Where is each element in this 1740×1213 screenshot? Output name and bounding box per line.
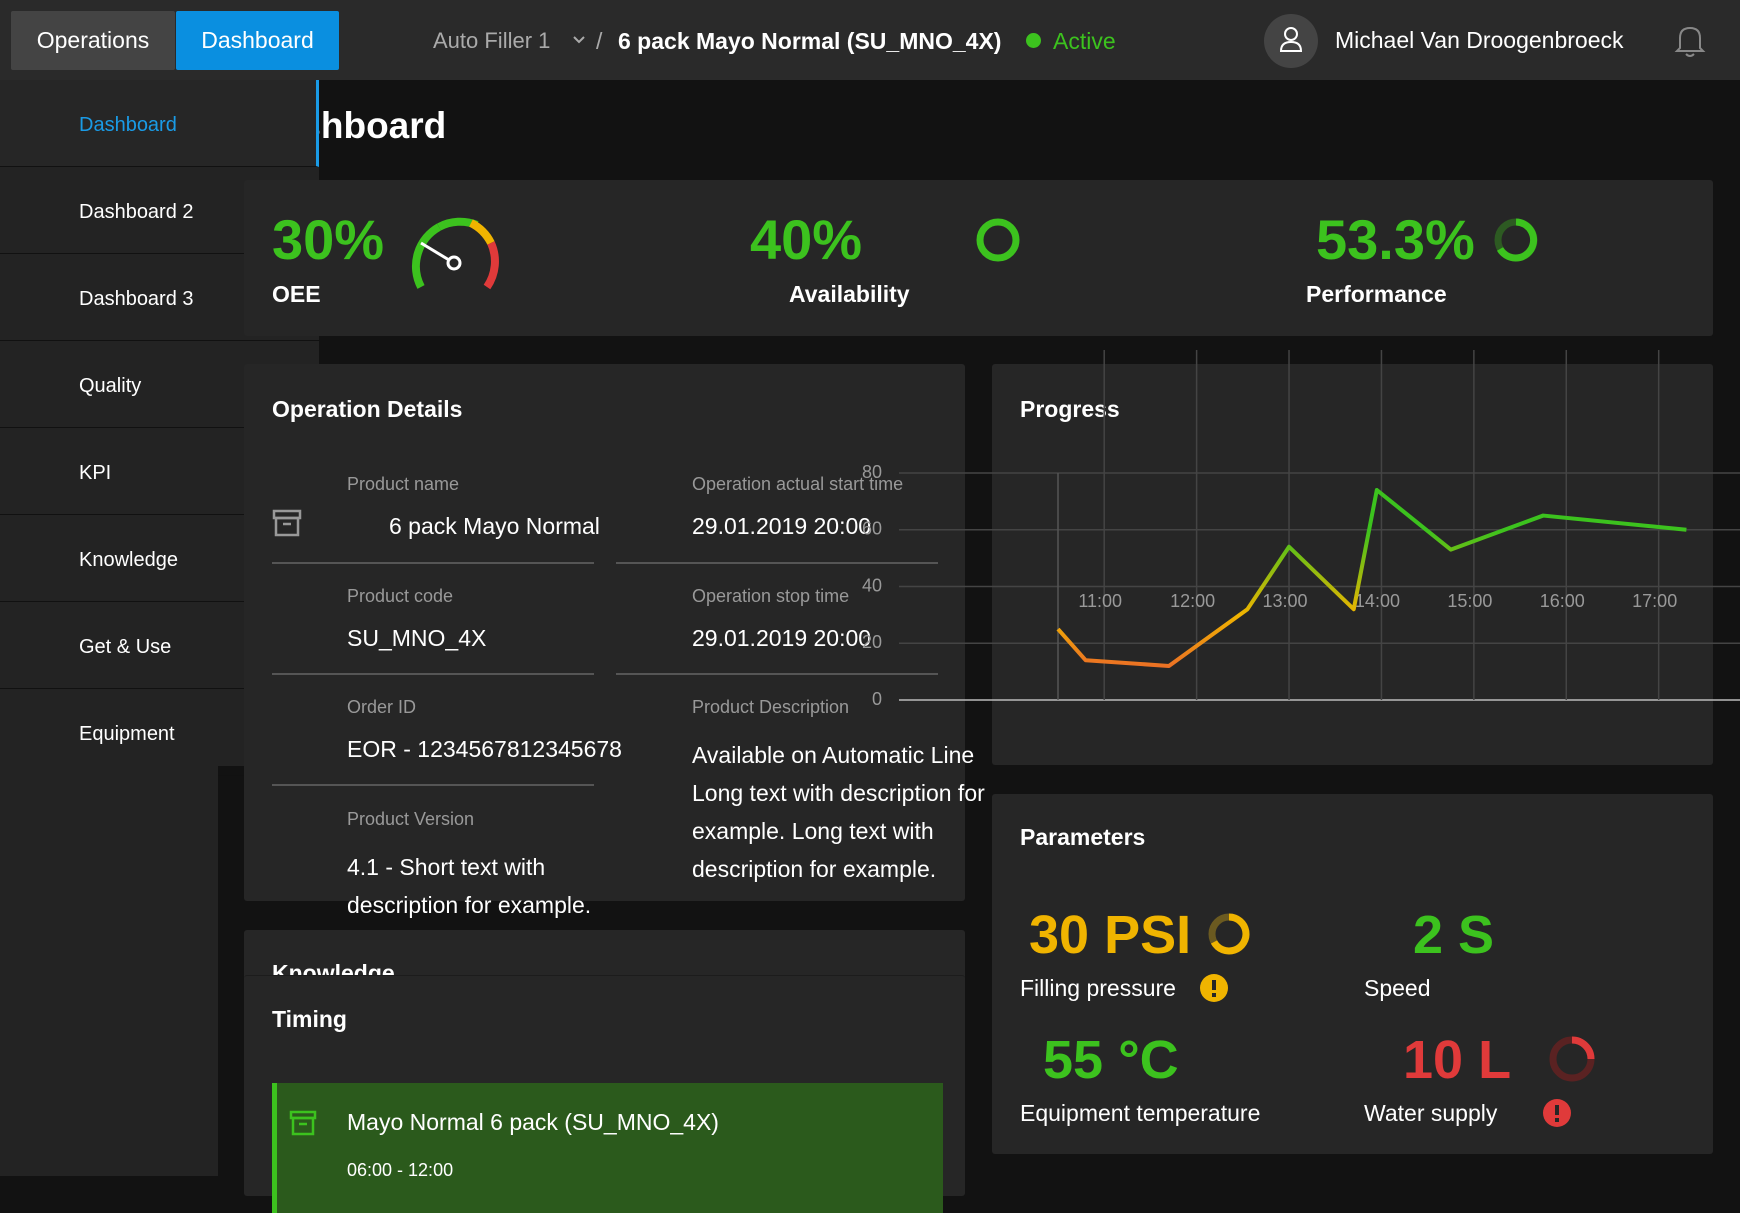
sidebar-item-label: Quality (79, 375, 142, 397)
sidebar-item[interactable]: KPI (0, 428, 319, 515)
sidebar-item[interactable]: Dashboard (0, 80, 319, 167)
kpi-label: Performance (1306, 281, 1447, 308)
sidebar-item-label: Equipment (79, 723, 175, 745)
sidebar-item[interactable]: Dashboard 3 (0, 254, 319, 341)
breadcrumb-operation: 6 pack Mayo Normal (SU_MNO_4X) (618, 28, 1002, 54)
timing-item-time: 06:00 - 12:00 (347, 1160, 454, 1181)
field-underline (616, 562, 938, 564)
sidebar-item-label: KPI (79, 462, 112, 484)
tab-operations[interactable]: Operations (11, 11, 175, 70)
field-label: Order ID (347, 697, 417, 718)
availability-ring (976, 218, 1020, 262)
user-name[interactable]: Michael Van Droogenbroeck (1335, 27, 1624, 53)
error-icon (1543, 1099, 1571, 1127)
sidebar-item[interactable]: Quality (0, 341, 319, 428)
sidebar-item-label: Dashboard (79, 114, 177, 136)
sidebar-item-label: Dashboard 2 (79, 201, 194, 223)
parameter-label: Equipment temperature (1020, 1100, 1261, 1127)
card-title: Timing (272, 1006, 347, 1033)
parameter-label: Filling pressure (1020, 975, 1176, 1002)
field-underline (616, 673, 938, 675)
field-label: Product code (347, 586, 454, 607)
sidebar-item-label: Get & Use (79, 636, 172, 658)
sidebar-item[interactable]: Get & Use (0, 602, 319, 689)
parameter-value: 2 S (1413, 904, 1495, 965)
chevron-icon (573, 36, 585, 44)
timing-card: Timing Mayo Normal 6 pack (SU_MNO_4X) 06:0… (244, 975, 965, 1213)
field-label: Product Version (347, 809, 475, 830)
breadcrumb-machine[interactable]: Auto Filler 1 (433, 28, 551, 53)
timing-item[interactable]: Mayo Normal 6 pack (SU_MNO_4X) 06:00 - 12… (272, 1083, 943, 1213)
sidebar-item[interactable]: Knowledge (0, 515, 319, 602)
field-value: 29.01.2019 20:00 (692, 513, 872, 540)
pressure-ring (1208, 913, 1250, 955)
field-underline (272, 562, 594, 564)
header: Operations Dashboard Auto Filler 1 / 6 p… (0, 0, 1740, 80)
field-value: 4.1 - Short text with description for ex… (347, 854, 592, 919)
performance-ring (1494, 218, 1538, 262)
field-label: Operation stop time (692, 586, 850, 607)
water-ring (1549, 1036, 1595, 1082)
avatar[interactable] (1264, 14, 1318, 68)
sidebar-rest (0, 766, 218, 1176)
progress-card: Progress (992, 364, 1713, 765)
kpi-label: OEE (272, 281, 321, 308)
parameter-value: 10 L (1403, 1029, 1512, 1090)
warning-icon (1200, 974, 1228, 1002)
kpi-value: 40% (750, 208, 863, 272)
bell-icon[interactable] (1674, 24, 1706, 58)
field-label: Operation actual start time (692, 474, 904, 495)
sidebar-item-label: Knowledge (79, 549, 178, 571)
kpi-value: 53.3% (1316, 208, 1475, 272)
field-label: Product Description (692, 697, 850, 718)
field-value: 6 pack Mayo Normal (389, 513, 600, 540)
archive-icon (272, 509, 302, 537)
status-text: Active (1053, 28, 1116, 54)
field-value: EOR - 1234567812345678 (347, 736, 622, 763)
parameter-value: 30 PSI (1029, 904, 1192, 965)
sidebar-item-label: Dashboard 3 (79, 288, 194, 310)
field-value: 29.01.2019 20:00 (692, 625, 872, 652)
card-title: Operation Details (272, 396, 463, 423)
card-title: Parameters (1020, 824, 1146, 851)
field-value: Available on Automatic Line Long text wi… (692, 742, 985, 883)
kpi-value: 30% (272, 208, 385, 272)
parameter-label: Water supply (1364, 1100, 1498, 1127)
breadcrumb-separator: / (596, 28, 603, 54)
item-icon (289, 1110, 317, 1136)
parameter-label: Speed (1364, 975, 1431, 1002)
timing-item-name: Mayo Normal 6 pack (SU_MNO_4X) (347, 1109, 719, 1136)
oee-gauge (411, 217, 499, 290)
operation-details-card: Operation Details Product name 6 pack Mayo… (244, 364, 985, 918)
kpi-label: Availability (789, 281, 910, 308)
field-underline (272, 784, 594, 786)
field-underline (272, 673, 594, 675)
parameter-value: 55 °C (1043, 1029, 1179, 1090)
tab-dashboard[interactable]: Dashboard (176, 11, 339, 70)
kpi-card: 30% OEE 40% Availability 53.3% Performance (244, 180, 1713, 336)
parameters-card: Parameters 30 PSI Filling pressure 2 S Speed… (992, 794, 1713, 1154)
sidebar-item[interactable]: Dashboard 2 (0, 167, 319, 254)
status-dot (1026, 33, 1041, 48)
field-value: SU_MNO_4X (347, 625, 487, 652)
card-title: Progress (1020, 396, 1120, 423)
field-label: Product name (347, 474, 460, 495)
